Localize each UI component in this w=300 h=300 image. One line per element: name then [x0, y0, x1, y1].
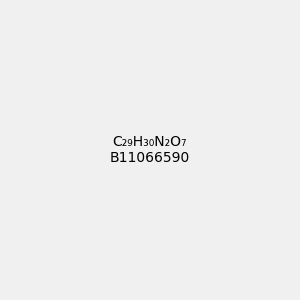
Text: C₂₉H₃₀N₂O₇
B11066590: C₂₉H₃₀N₂O₇ B11066590: [110, 135, 190, 165]
